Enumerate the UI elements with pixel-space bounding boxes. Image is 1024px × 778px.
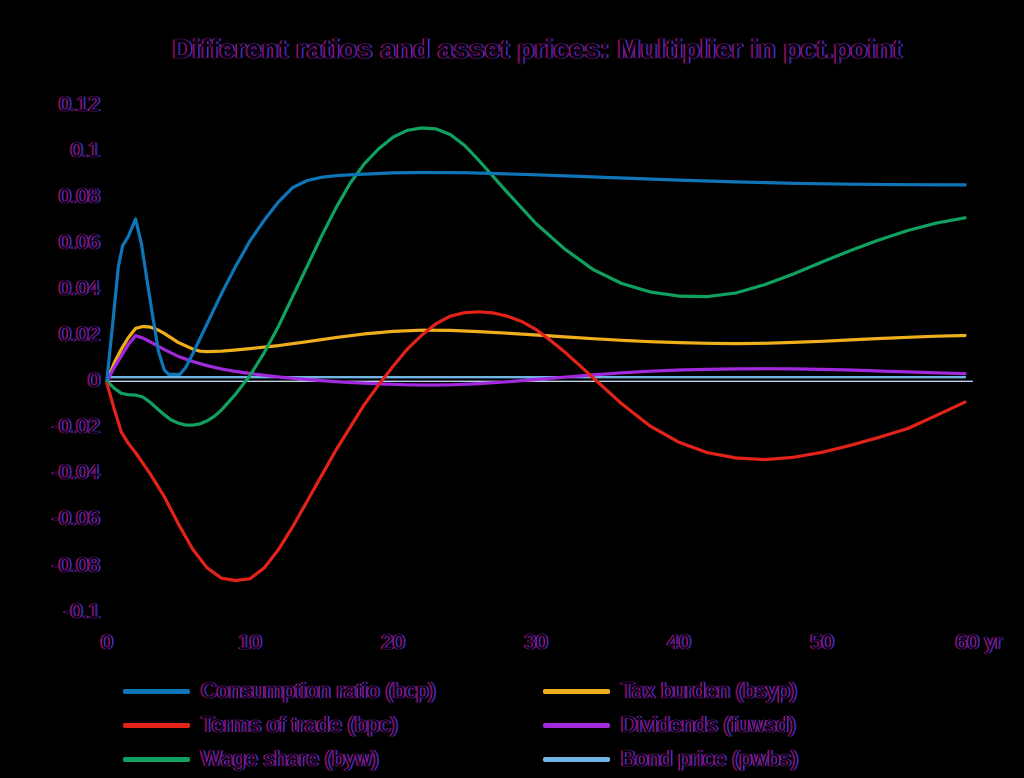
x-axis-tick-label: 60 yr xyxy=(955,631,1003,654)
series-group xyxy=(105,126,973,583)
series-line xyxy=(105,170,967,381)
y-axis-tick-label: -0.08 xyxy=(52,554,100,577)
x-axis-tick-label: 40 xyxy=(667,631,691,654)
legend-line-swatch xyxy=(123,722,190,728)
legend-line-swatch xyxy=(543,756,610,762)
y-axis-tick-label: 0.02 xyxy=(59,323,100,346)
y-axis-tick-label: 0.12 xyxy=(59,93,100,116)
y-axis-tick-label: 0.06 xyxy=(59,231,100,254)
y-axis-tick-label: -0.02 xyxy=(52,415,100,438)
legend-label: Bond price (pwbs) xyxy=(621,746,799,771)
y-axis-tick-label: -0.1 xyxy=(63,600,100,623)
y-axis-tick-label: -0.06 xyxy=(52,507,100,530)
legend-label: Tax burden (bsyp) xyxy=(621,678,798,703)
legend-line-swatch xyxy=(123,688,190,694)
legend-item: Consumption ratio (bcp) xyxy=(123,676,436,706)
x-axis-tick-label: 30 xyxy=(524,631,548,654)
series-line xyxy=(105,334,967,387)
x-axis-tick-label: 50 xyxy=(810,631,834,654)
legend-item: Dividends (fuwsd) xyxy=(543,710,796,740)
legend-line-swatch xyxy=(543,688,610,694)
series-line xyxy=(105,324,967,383)
y-axis-tick-label: 0.04 xyxy=(59,277,100,300)
series-line xyxy=(105,310,967,583)
legend-item: Wage share (byw) xyxy=(123,744,379,774)
x-axis-tick-label: 10 xyxy=(238,631,262,654)
y-axis-tick-label: 0.1 xyxy=(70,139,100,162)
chart-title: Different ratios and asset prices: Multi… xyxy=(172,34,903,64)
legend-item: Tax burden (bsyp) xyxy=(543,676,797,706)
legend-item: Bond price (pwbs) xyxy=(543,744,798,774)
y-axis-tick-label: 0 xyxy=(88,369,100,392)
legend-item: Terms of trade (bpc) xyxy=(123,710,398,740)
y-axis-tick-label: 0.08 xyxy=(59,185,100,208)
legend-line-swatch xyxy=(543,722,610,728)
legend-label: Terms of trade (bpc) xyxy=(201,712,398,737)
legend-line-swatch xyxy=(123,756,190,762)
legend-label: Wage share (byw) xyxy=(201,746,379,771)
x-axis-tick-label: 20 xyxy=(381,631,405,654)
y-axis-tick-label: -0.04 xyxy=(52,461,100,484)
legend-label: Dividends (fuwsd) xyxy=(621,712,796,737)
legend-label: Consumption ratio (bcp) xyxy=(201,678,436,703)
x-axis-tick-label: 0 xyxy=(101,631,113,654)
